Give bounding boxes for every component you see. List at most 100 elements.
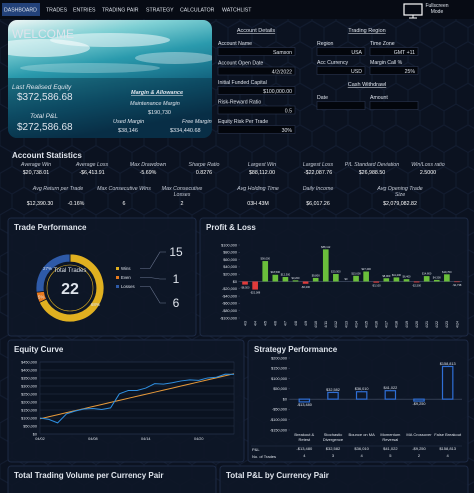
- nav-item[interactable]: STRATEGY: [146, 8, 174, 14]
- table-cell: -$13,480: [296, 446, 313, 451]
- x-tick-label: 04/20: [194, 437, 204, 441]
- field-value: Samson: [273, 50, 292, 56]
- section-title: Account Statistics: [12, 151, 82, 160]
- bar: [242, 281, 248, 285]
- value-label: $36,010: [355, 387, 369, 391]
- x-tick-label: 4/22: [435, 321, 439, 328]
- bar: [441, 365, 454, 400]
- field-label: Risk-Reward Ratio: [218, 100, 261, 106]
- table-cell: -$9,250: [412, 446, 426, 451]
- bar: [384, 390, 397, 400]
- used-value: $38,146: [118, 128, 138, 134]
- y-tick-label: $250,000: [21, 392, 37, 396]
- x-tick-label: 4/23: [445, 321, 449, 328]
- nav-item[interactable]: DASHBOARD: [4, 8, 37, 14]
- foam: [20, 63, 160, 73]
- value-label: -$6,200: [301, 285, 310, 289]
- stat-label: Average Win: [20, 162, 52, 168]
- margin-title: Margin & Allowance: [131, 90, 183, 96]
- row-label: P&L: [252, 447, 260, 452]
- value-label: $88,112: [321, 245, 331, 249]
- fullscreen-icon[interactable]: [403, 3, 423, 19]
- legend-swatch: [116, 285, 119, 288]
- y-tick-label: $0: [233, 280, 237, 284]
- bar: [292, 280, 299, 282]
- series-line: [39, 373, 235, 424]
- foam: [135, 52, 212, 64]
- value-label: $41,022: [383, 386, 397, 390]
- center-label: Total Trades: [54, 268, 87, 274]
- input-box: [316, 47, 366, 56]
- stat-label: P/L Standard Deviation: [344, 162, 400, 168]
- legend-swatch: [116, 267, 119, 270]
- bar: [298, 398, 311, 403]
- center-value: 22: [61, 281, 79, 298]
- value-label: $3,200: [292, 276, 300, 280]
- y-tick-label: $150,000: [21, 408, 37, 412]
- slice-label: 5%: [38, 294, 45, 299]
- field-value: USA: [351, 50, 362, 56]
- y-tick-label: $100,000: [221, 243, 237, 247]
- field-label: Time Zone: [370, 41, 395, 47]
- bar: [413, 398, 425, 402]
- y-tick-label: $150,000: [271, 367, 287, 371]
- legend-label: Losses: [121, 284, 135, 289]
- stat-value: -$22,087.76: [303, 170, 333, 176]
- stat-value: 6: [122, 201, 126, 207]
- chart-title: Equity Curve: [14, 345, 64, 354]
- bar: [262, 261, 269, 282]
- y-tick-label: $300,000: [21, 384, 37, 388]
- x-tick-label: Stochastic Divergence: [322, 432, 344, 442]
- nav-item[interactable]: CALCULATOR: [180, 8, 215, 14]
- stat-value: -0.16%: [67, 201, 85, 207]
- x-tick-label: 4/3: [243, 321, 247, 326]
- bracket: [140, 277, 166, 280]
- legend-swatch: [116, 276, 119, 279]
- bar: [302, 281, 309, 284]
- nav-item[interactable]: TRADING PAIR: [102, 8, 139, 14]
- table-cell: $158,813: [439, 446, 456, 451]
- table-cell: 4: [303, 453, 306, 458]
- field-value: 0.5: [285, 108, 292, 114]
- x-tick-label: Momentum Reversal: [380, 432, 401, 442]
- x-tick-label: 4/7: [284, 321, 288, 326]
- stat-value: 2: [180, 201, 184, 207]
- maintenance-label: Maintenance Margin: [130, 101, 180, 107]
- bar: [353, 275, 359, 282]
- y-tick-label: $0: [283, 397, 287, 401]
- stat-label: Average Loss: [75, 162, 109, 168]
- table-cell: $32,582: [325, 446, 341, 451]
- x-tick-label: 04/02: [35, 437, 45, 441]
- nav-item[interactable]: ENTRIES: [73, 8, 96, 14]
- x-tick-label: 4/11: [324, 321, 328, 328]
- y-tick-label: $0: [33, 432, 37, 436]
- nav-item[interactable]: WATCHLIST: [222, 8, 252, 14]
- value-label: $18,500: [271, 270, 281, 274]
- plot-area: [39, 361, 235, 435]
- nav-item[interactable]: TRADES: [46, 8, 68, 14]
- y-tick-label: -$100,000: [270, 418, 287, 422]
- y-tick-label: $400,000: [21, 368, 37, 372]
- value-label: $9,800: [312, 273, 320, 277]
- field-value: 4/2/2022: [272, 69, 292, 75]
- input-box: [316, 101, 366, 110]
- welcome-title: WELCOME: [12, 27, 74, 41]
- stat-label: Largest Win: [247, 162, 277, 168]
- x-tick-label: Bounce on MA: [348, 432, 375, 437]
- section-title: Cash Withdrawl: [348, 82, 387, 88]
- field-label: Account Open Date: [218, 61, 263, 67]
- y-tick-label: -$60,000: [222, 302, 237, 306]
- field-value: USD: [351, 69, 362, 75]
- row-label: No. of Trades: [252, 454, 276, 459]
- free-value: $334,440.68: [170, 128, 201, 134]
- value-label: $27,400: [361, 267, 371, 271]
- value-label: $56,000: [261, 257, 271, 261]
- x-tick-label: 4/12: [334, 321, 338, 328]
- stat-value: $6,017.26: [306, 201, 330, 207]
- y-tick-label: -$100,000: [220, 316, 237, 320]
- chart-title: Trade Performance: [14, 223, 87, 232]
- stat-value: $12,390.30: [26, 201, 54, 207]
- stat-label: Sharpe Ratio: [188, 162, 220, 168]
- input-box: [316, 66, 366, 75]
- stat-value: 2.5000: [419, 170, 437, 176]
